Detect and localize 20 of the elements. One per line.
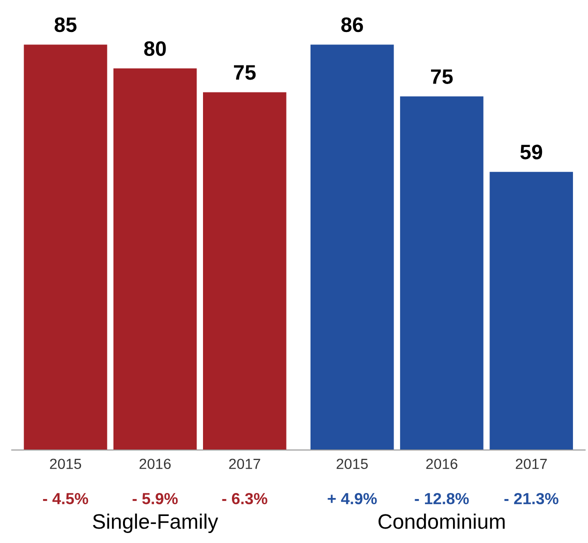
text: - 21.3% — [504, 492, 558, 504]
data-label: 86 — [341, 17, 363, 32]
data-label: 75 — [431, 69, 453, 84]
data-label: 59 — [520, 144, 542, 160]
x-tick-label: 2017 — [516, 458, 547, 470]
text: - 12.8% — [414, 492, 469, 504]
text: + 4.9% — [328, 492, 377, 504]
x-axis-title: Single-Family — [92, 514, 218, 534]
data-label: 85 — [54, 17, 77, 32]
x-tick-label: 2016 — [426, 458, 458, 470]
data-label: 75 — [234, 65, 256, 80]
text: - 5.9% — [132, 492, 178, 504]
data-label: 80 — [144, 41, 166, 56]
x-axis-title: Condominium — [378, 514, 505, 529]
text: - 6.3% — [222, 492, 268, 504]
x-tick-label: 2015 — [50, 458, 82, 470]
x-tick-label: 2016 — [140, 458, 171, 470]
x-tick-label: 2017 — [229, 458, 260, 470]
text: - 4.5% — [43, 493, 88, 504]
x-tick-label: 2015 — [336, 458, 368, 470]
